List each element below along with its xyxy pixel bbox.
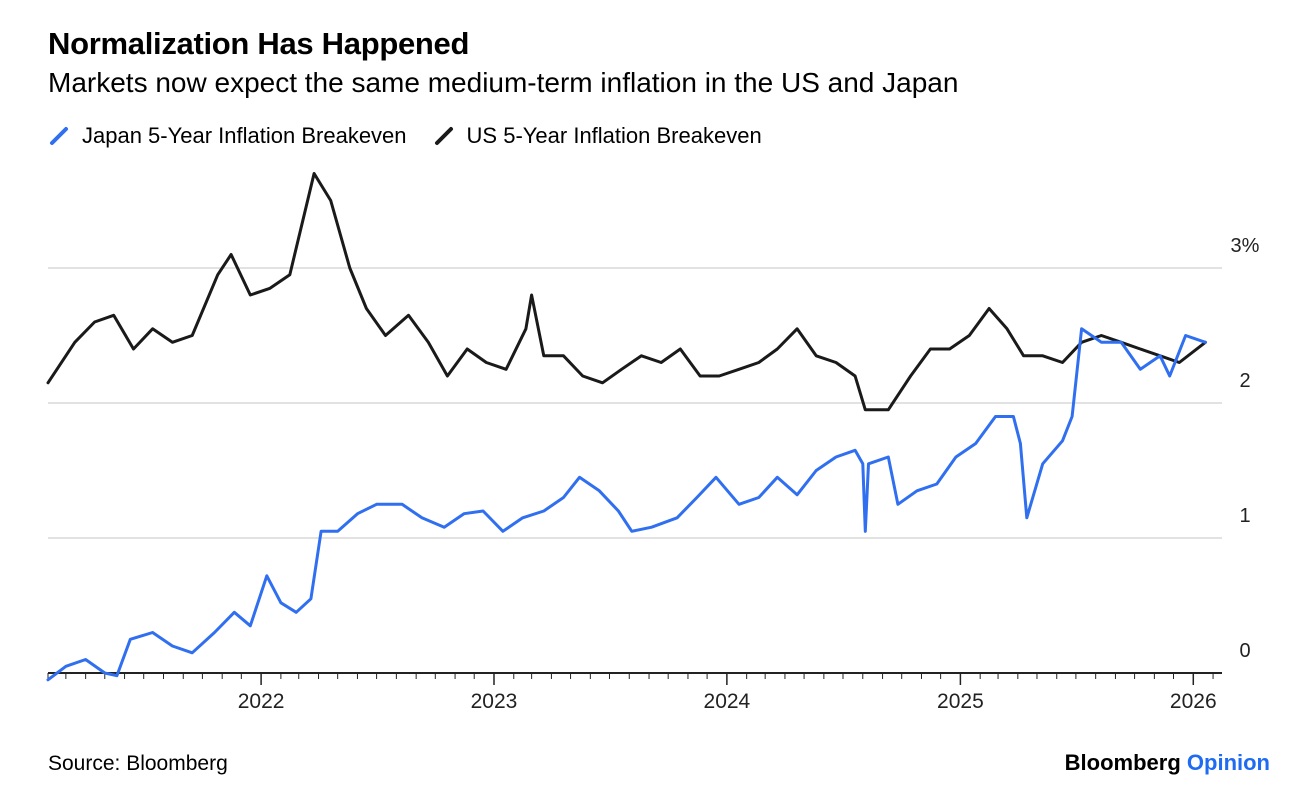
legend-label-japan: Japan 5-Year Inflation Breakeven bbox=[82, 123, 407, 148]
legend-item-japan: Japan 5-Year Inflation Breakeven bbox=[48, 123, 407, 149]
y-tick-label: 3% bbox=[1231, 235, 1260, 257]
legend-item-us: US 5-Year Inflation Breakeven bbox=[433, 123, 762, 149]
legend-label-us: US 5-Year Inflation Breakeven bbox=[466, 123, 762, 148]
chart-title: Normalization Has Happened bbox=[48, 26, 470, 61]
y-tick-label: 2 bbox=[1239, 370, 1250, 392]
x-tick-label: 2022 bbox=[238, 690, 285, 713]
x-tick-label: 2025 bbox=[937, 690, 984, 713]
x-tick-label: 2023 bbox=[471, 690, 518, 713]
chart-subtitle: Markets now expect the same medium-term … bbox=[48, 67, 959, 98]
x-tick-label: 2026 bbox=[1170, 690, 1217, 713]
series-line-us bbox=[46, 172, 1207, 412]
brand-logo: Bloomberg Opinion bbox=[1065, 750, 1270, 776]
y-tick-label: 0 bbox=[1239, 640, 1250, 662]
legend-swatch-us-icon bbox=[434, 127, 453, 145]
brand-main: Bloomberg bbox=[1064, 750, 1181, 775]
source-note: Source: Bloomberg bbox=[48, 752, 228, 775]
chart-legend: Japan 5-Year Inflation Breakeven US 5-Ye… bbox=[48, 123, 788, 149]
brand-accent: Opinion bbox=[1186, 750, 1270, 775]
legend-swatch-japan-icon bbox=[50, 127, 68, 145]
series-line-japan bbox=[46, 327, 1207, 682]
y-tick-label: 1 bbox=[1239, 505, 1250, 527]
x-tick-label: 2024 bbox=[704, 690, 751, 713]
